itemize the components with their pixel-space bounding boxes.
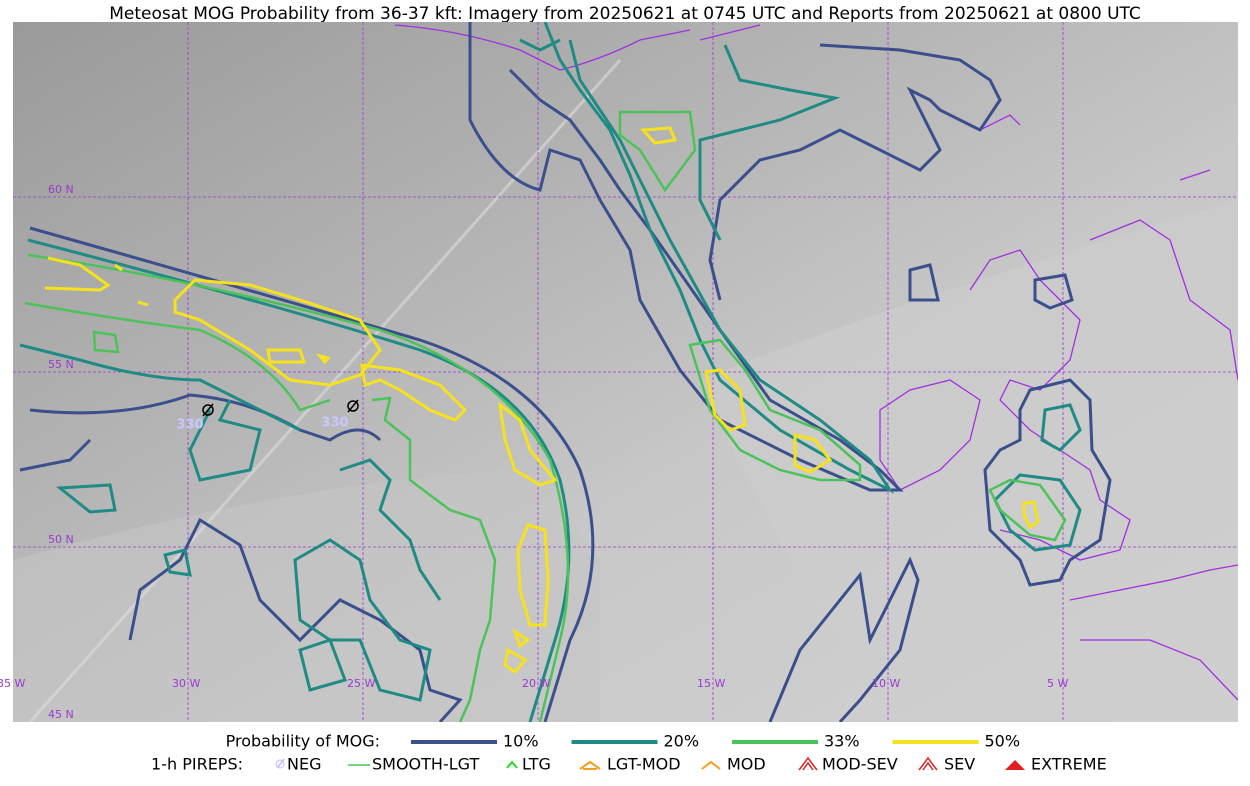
legend-label: 10% [503,732,539,751]
legend-label: NEG [287,755,321,774]
contours-33 [24,110,1067,722]
report-altitude: 330 [176,418,203,433]
longitude-label: 15 W [697,677,725,690]
legend-label: MOD [727,755,766,774]
legend-label: LTG [522,755,551,774]
report-altitude: 330 [321,416,348,431]
longitude-label: 20 W [522,677,550,690]
map [13,22,1238,722]
latitude-label: 45 N [48,708,74,721]
pirep-markers [202,399,359,417]
contours-10 [19,22,1112,722]
legend-label: 50% [985,732,1021,751]
latitude-label: 60 N [48,183,74,196]
longitude-label: 10 W [872,677,900,690]
longitude-label: 5 W [1047,677,1068,690]
labels: 60 N 55 N 50 N 45 N 35 W 30 W 25 W 20 W 15 W 10 W… [0,183,1068,721]
cloud [700,200,1238,722]
coastlines [394,24,1238,701]
legend: Probability of MOG: 1-h PIREPS: 10% 20% 33… [151,732,1107,774]
longitude-label: 35 W [0,677,25,690]
legend-label: LGT-MOD [607,755,681,774]
legend-label: EXTREME [1031,755,1107,774]
cloud [13,470,600,722]
latitude-label: 55 N [48,358,74,371]
legend-label: SEV [944,755,975,774]
latitude-label: 50 N [48,533,74,546]
legend-title: 1-h PIREPS: [151,755,243,774]
legend-label: MOD-SEV [822,755,898,774]
swath-edge [28,59,622,722]
longitude-label: 25 W [347,677,375,690]
contours-50 [44,126,1040,675]
title: Meteosat MOG Probability from 36-37 kft:… [109,4,1141,24]
legend-label: 20% [664,732,700,751]
longitude-label: 30 W [172,677,200,690]
legend-title: Probability of MOG: [226,732,380,751]
legend-label: 33% [824,732,860,751]
legend-label: SMOOTH-LGT [372,755,479,774]
